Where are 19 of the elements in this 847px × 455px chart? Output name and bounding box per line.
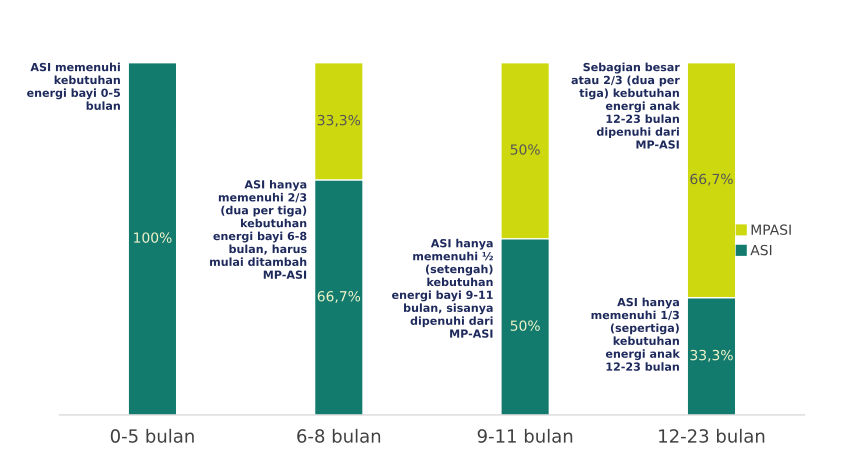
annotation: ASI memenuhi kebutuhan energi bayi 0-5 bulan <box>27 62 120 110</box>
legend-label: MPASI <box>752 224 791 235</box>
data-label: 100% <box>134 232 172 243</box>
bar <box>128 62 178 415</box>
data-label: 66,7% <box>690 174 733 186</box>
annotation: Sebagian besar atau 2/3 (dua per tiga) kebutuhan energi anak 12-23 bulan dipenuhi dari MP-ASI <box>572 62 680 149</box>
x-tick-label: 0-5 bulan <box>110 428 194 443</box>
x-tick-label: 6-8 bulan <box>297 428 380 443</box>
x-tick-label: 12-23 bulan <box>659 428 764 443</box>
data-label: 33,3% <box>318 114 360 127</box>
legend-label: ASI <box>750 244 772 256</box>
data-label: 66,7% <box>318 290 360 303</box>
annotation: ASI hanya memenuhi 2/3 (dua per tiga) kebutuhan energi bayi 6-8 bulan, harus mulai ditambah MP-ASI <box>210 180 307 279</box>
x-tick-label: 9-11 bulan <box>478 428 572 443</box>
annotation: ASI hanya memenuhi 1/3 (sepertiga) kebutuhan energi anak 12-23 bulan <box>592 298 680 371</box>
data-label: 33,3% <box>690 350 733 362</box>
annotation: ASI hanya memenuhi ½ (setengah) kebutuhan energi bayi 9-11 bulan, sisanya dipenuhi dari MP-ASI <box>392 238 493 338</box>
data-label: 50% <box>510 320 540 331</box>
data-label: 50% <box>510 144 540 155</box>
